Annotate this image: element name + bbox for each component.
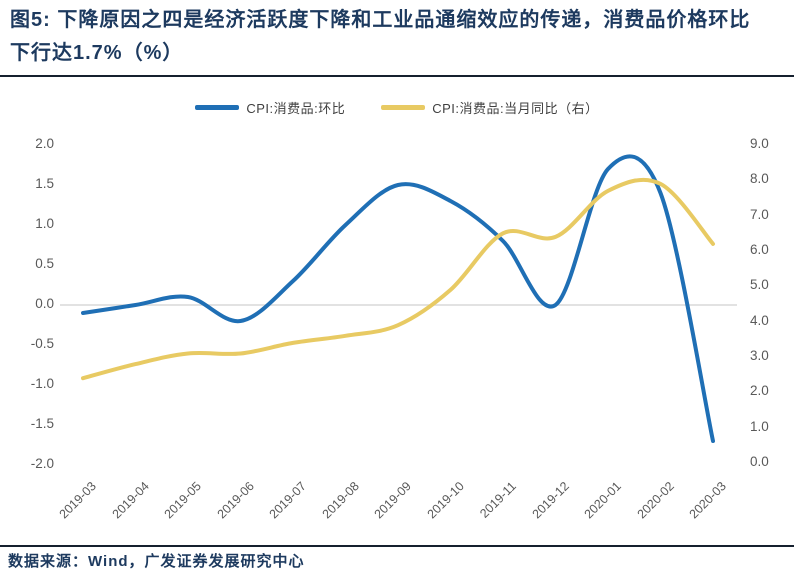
y-right-tick-label: 5.0 — [750, 277, 769, 293]
figure-title: 图5: 下降原因之四是经济活跃度下降和工业品通缩效应的传递，消费品价格环比下行达… — [10, 9, 751, 64]
y-left-tick-label: 1.5 — [35, 176, 54, 191]
y-right-tick-label: 0.0 — [750, 454, 769, 469]
legend-label-yoy: CPI:消费品:当月同比（右） — [432, 100, 599, 116]
legend-item-mom: CPI:消费品:环比 — [195, 98, 345, 117]
line-series-mom — [81, 154, 715, 443]
y-left-tick-label: 0.5 — [35, 256, 54, 271]
y-left-tick-label: 0.0 — [35, 296, 54, 311]
y-right-tick-label: 9.0 — [750, 136, 769, 151]
y-right-tick-label: 8.0 — [750, 171, 769, 187]
line-series-yoy — [81, 177, 715, 381]
footer-divider — [0, 545, 794, 547]
y-right-tick-label: 7.0 — [750, 206, 769, 222]
y-right-tick-label: 3.0 — [750, 348, 769, 363]
legend-label-mom: CPI:消费品:环比 — [246, 100, 346, 116]
data-source-text: 数据来源：Wind，广发证券发展研究中心 — [8, 553, 305, 570]
y-right-tick-label: 6.0 — [750, 242, 769, 257]
chart-legend: CPI:消费品:环比 CPI:消费品:当月同比（右） — [0, 96, 794, 118]
y-left-tick-label: -1.5 — [30, 416, 54, 431]
y-right-tick-label: 1.0 — [750, 418, 769, 434]
y-right-tick-label: 4.0 — [750, 312, 769, 328]
y-left-tick-label: -1.0 — [30, 376, 54, 391]
y-left-tick-label: 2.0 — [35, 136, 54, 151]
legend-item-yoy: CPI:消费品:当月同比（右） — [381, 98, 598, 117]
title-divider — [0, 75, 794, 77]
blue-line-swatch-icon — [195, 104, 240, 110]
y-left-tick-label: 1.0 — [35, 216, 54, 231]
yellow-line-swatch-icon — [381, 104, 426, 110]
y-left-tick-label: -0.5 — [30, 336, 54, 351]
y-left-tick-label: -2.0 — [30, 456, 54, 471]
y-right-tick-label: 2.0 — [750, 383, 769, 399]
